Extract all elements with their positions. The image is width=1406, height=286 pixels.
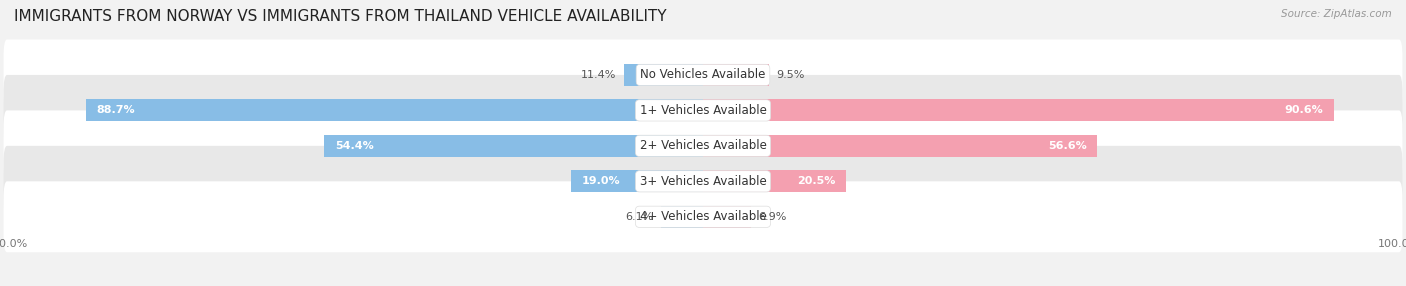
FancyBboxPatch shape [4,146,1402,217]
Text: 11.4%: 11.4% [581,70,617,80]
Bar [571,170,703,192]
Text: 3+ Vehicles Available: 3+ Vehicles Available [640,175,766,188]
Bar [703,135,1097,157]
Text: IMMIGRANTS FROM NORWAY VS IMMIGRANTS FROM THAILAND VEHICLE AVAILABILITY: IMMIGRANTS FROM NORWAY VS IMMIGRANTS FRO… [14,9,666,23]
FancyBboxPatch shape [4,39,1402,110]
Text: 6.9%: 6.9% [758,212,786,222]
Text: 9.5%: 9.5% [776,70,804,80]
Text: 54.4%: 54.4% [335,141,374,151]
FancyBboxPatch shape [4,110,1402,181]
Text: 19.0%: 19.0% [581,176,620,186]
Bar [624,64,703,86]
Text: Source: ZipAtlas.com: Source: ZipAtlas.com [1281,9,1392,19]
Text: 2+ Vehicles Available: 2+ Vehicles Available [640,139,766,152]
Bar [86,100,703,121]
Text: 88.7%: 88.7% [96,106,135,115]
Text: No Vehicles Available: No Vehicles Available [640,68,766,82]
Text: 4+ Vehicles Available: 4+ Vehicles Available [640,210,766,223]
Bar [703,64,769,86]
FancyBboxPatch shape [4,75,1402,146]
Bar [703,100,1333,121]
FancyBboxPatch shape [4,181,1402,252]
Bar [703,206,751,228]
Text: 20.5%: 20.5% [797,176,835,186]
Text: 1+ Vehicles Available: 1+ Vehicles Available [640,104,766,117]
Bar [661,206,703,228]
Text: 56.6%: 56.6% [1047,141,1087,151]
Bar [325,135,703,157]
Text: 90.6%: 90.6% [1284,106,1323,115]
Bar [703,170,845,192]
Text: 6.1%: 6.1% [626,212,654,222]
